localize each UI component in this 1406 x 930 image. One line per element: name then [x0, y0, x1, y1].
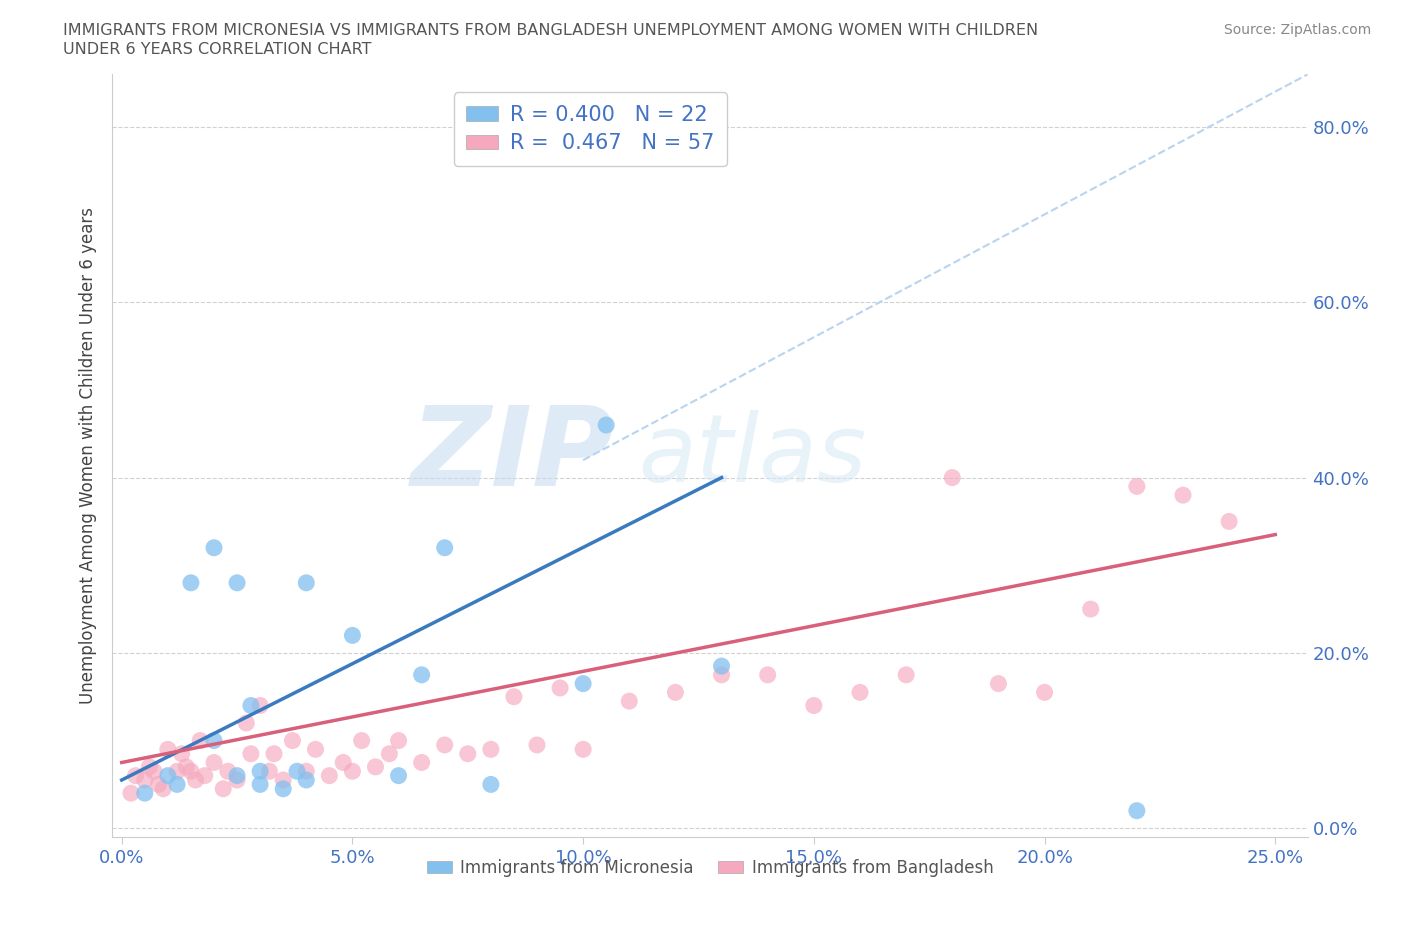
Point — [202, 733, 225, 748]
Point — [378, 746, 401, 761]
Point — [411, 755, 433, 770]
Point — [170, 746, 193, 761]
Point — [226, 576, 249, 591]
Point — [411, 668, 433, 683]
Point — [387, 768, 409, 783]
Point — [271, 773, 294, 788]
Legend: Immigrants from Micronesia, Immigrants from Bangladesh: Immigrants from Micronesia, Immigrants f… — [420, 852, 1000, 883]
Point — [1126, 479, 1149, 494]
Point — [271, 781, 294, 796]
Point — [166, 764, 188, 778]
Point — [152, 781, 174, 796]
Point — [239, 746, 262, 761]
Point — [433, 540, 456, 555]
Point — [572, 676, 595, 691]
Point — [295, 764, 318, 778]
Point — [664, 684, 686, 699]
Point — [285, 764, 308, 778]
Point — [318, 768, 340, 783]
Point — [217, 764, 239, 778]
Point — [202, 540, 225, 555]
Point — [1080, 602, 1102, 617]
Point — [202, 755, 225, 770]
Point — [156, 768, 179, 783]
Point — [457, 746, 479, 761]
Y-axis label: Unemployment Among Women with Children Under 6 years: Unemployment Among Women with Children U… — [79, 207, 97, 704]
Text: Source: ZipAtlas.com: Source: ZipAtlas.com — [1223, 23, 1371, 37]
Point — [1218, 514, 1240, 529]
Point — [619, 694, 641, 709]
Point — [941, 471, 963, 485]
Point — [572, 742, 595, 757]
Point — [249, 764, 271, 778]
Text: ZIP: ZIP — [411, 402, 614, 510]
Point — [180, 576, 202, 591]
Point — [350, 733, 373, 748]
Point — [263, 746, 285, 761]
Point — [194, 768, 217, 783]
Point — [1126, 804, 1149, 818]
Point — [479, 777, 502, 791]
Text: IMMIGRANTS FROM MICRONESIA VS IMMIGRANTS FROM BANGLADESH UNEMPLOYMENT AMONG WOME: IMMIGRANTS FROM MICRONESIA VS IMMIGRANTS… — [63, 23, 1039, 38]
Point — [226, 773, 249, 788]
Point — [156, 742, 179, 757]
Point — [433, 737, 456, 752]
Point — [526, 737, 548, 752]
Point — [295, 576, 318, 591]
Point — [803, 698, 825, 713]
Point — [188, 733, 211, 748]
Point — [342, 764, 364, 778]
Point — [304, 742, 326, 757]
Point — [849, 684, 872, 699]
Point — [756, 668, 779, 683]
Point — [548, 681, 571, 696]
Point — [503, 689, 526, 704]
Point — [281, 733, 304, 748]
Point — [212, 781, 235, 796]
Point — [176, 760, 198, 775]
Point — [148, 777, 170, 791]
Text: UNDER 6 YEARS CORRELATION CHART: UNDER 6 YEARS CORRELATION CHART — [63, 42, 371, 57]
Point — [143, 764, 166, 778]
Point — [387, 733, 409, 748]
Point — [124, 768, 146, 783]
Point — [342, 628, 364, 643]
Point — [184, 773, 207, 788]
Point — [249, 698, 271, 713]
Point — [166, 777, 188, 791]
Point — [239, 698, 262, 713]
Point — [710, 658, 733, 673]
Point — [120, 786, 142, 801]
Point — [364, 760, 387, 775]
Point — [987, 676, 1010, 691]
Point — [479, 742, 502, 757]
Point — [259, 764, 281, 778]
Point — [710, 668, 733, 683]
Point — [1171, 487, 1194, 502]
Point — [180, 764, 202, 778]
Text: atlas: atlas — [638, 410, 866, 501]
Point — [595, 418, 617, 432]
Point — [249, 777, 271, 791]
Point — [1033, 684, 1056, 699]
Point — [138, 760, 160, 775]
Point — [235, 715, 257, 730]
Point — [295, 773, 318, 788]
Point — [226, 768, 249, 783]
Point — [134, 773, 156, 788]
Point — [332, 755, 354, 770]
Point — [894, 668, 917, 683]
Point — [134, 786, 156, 801]
